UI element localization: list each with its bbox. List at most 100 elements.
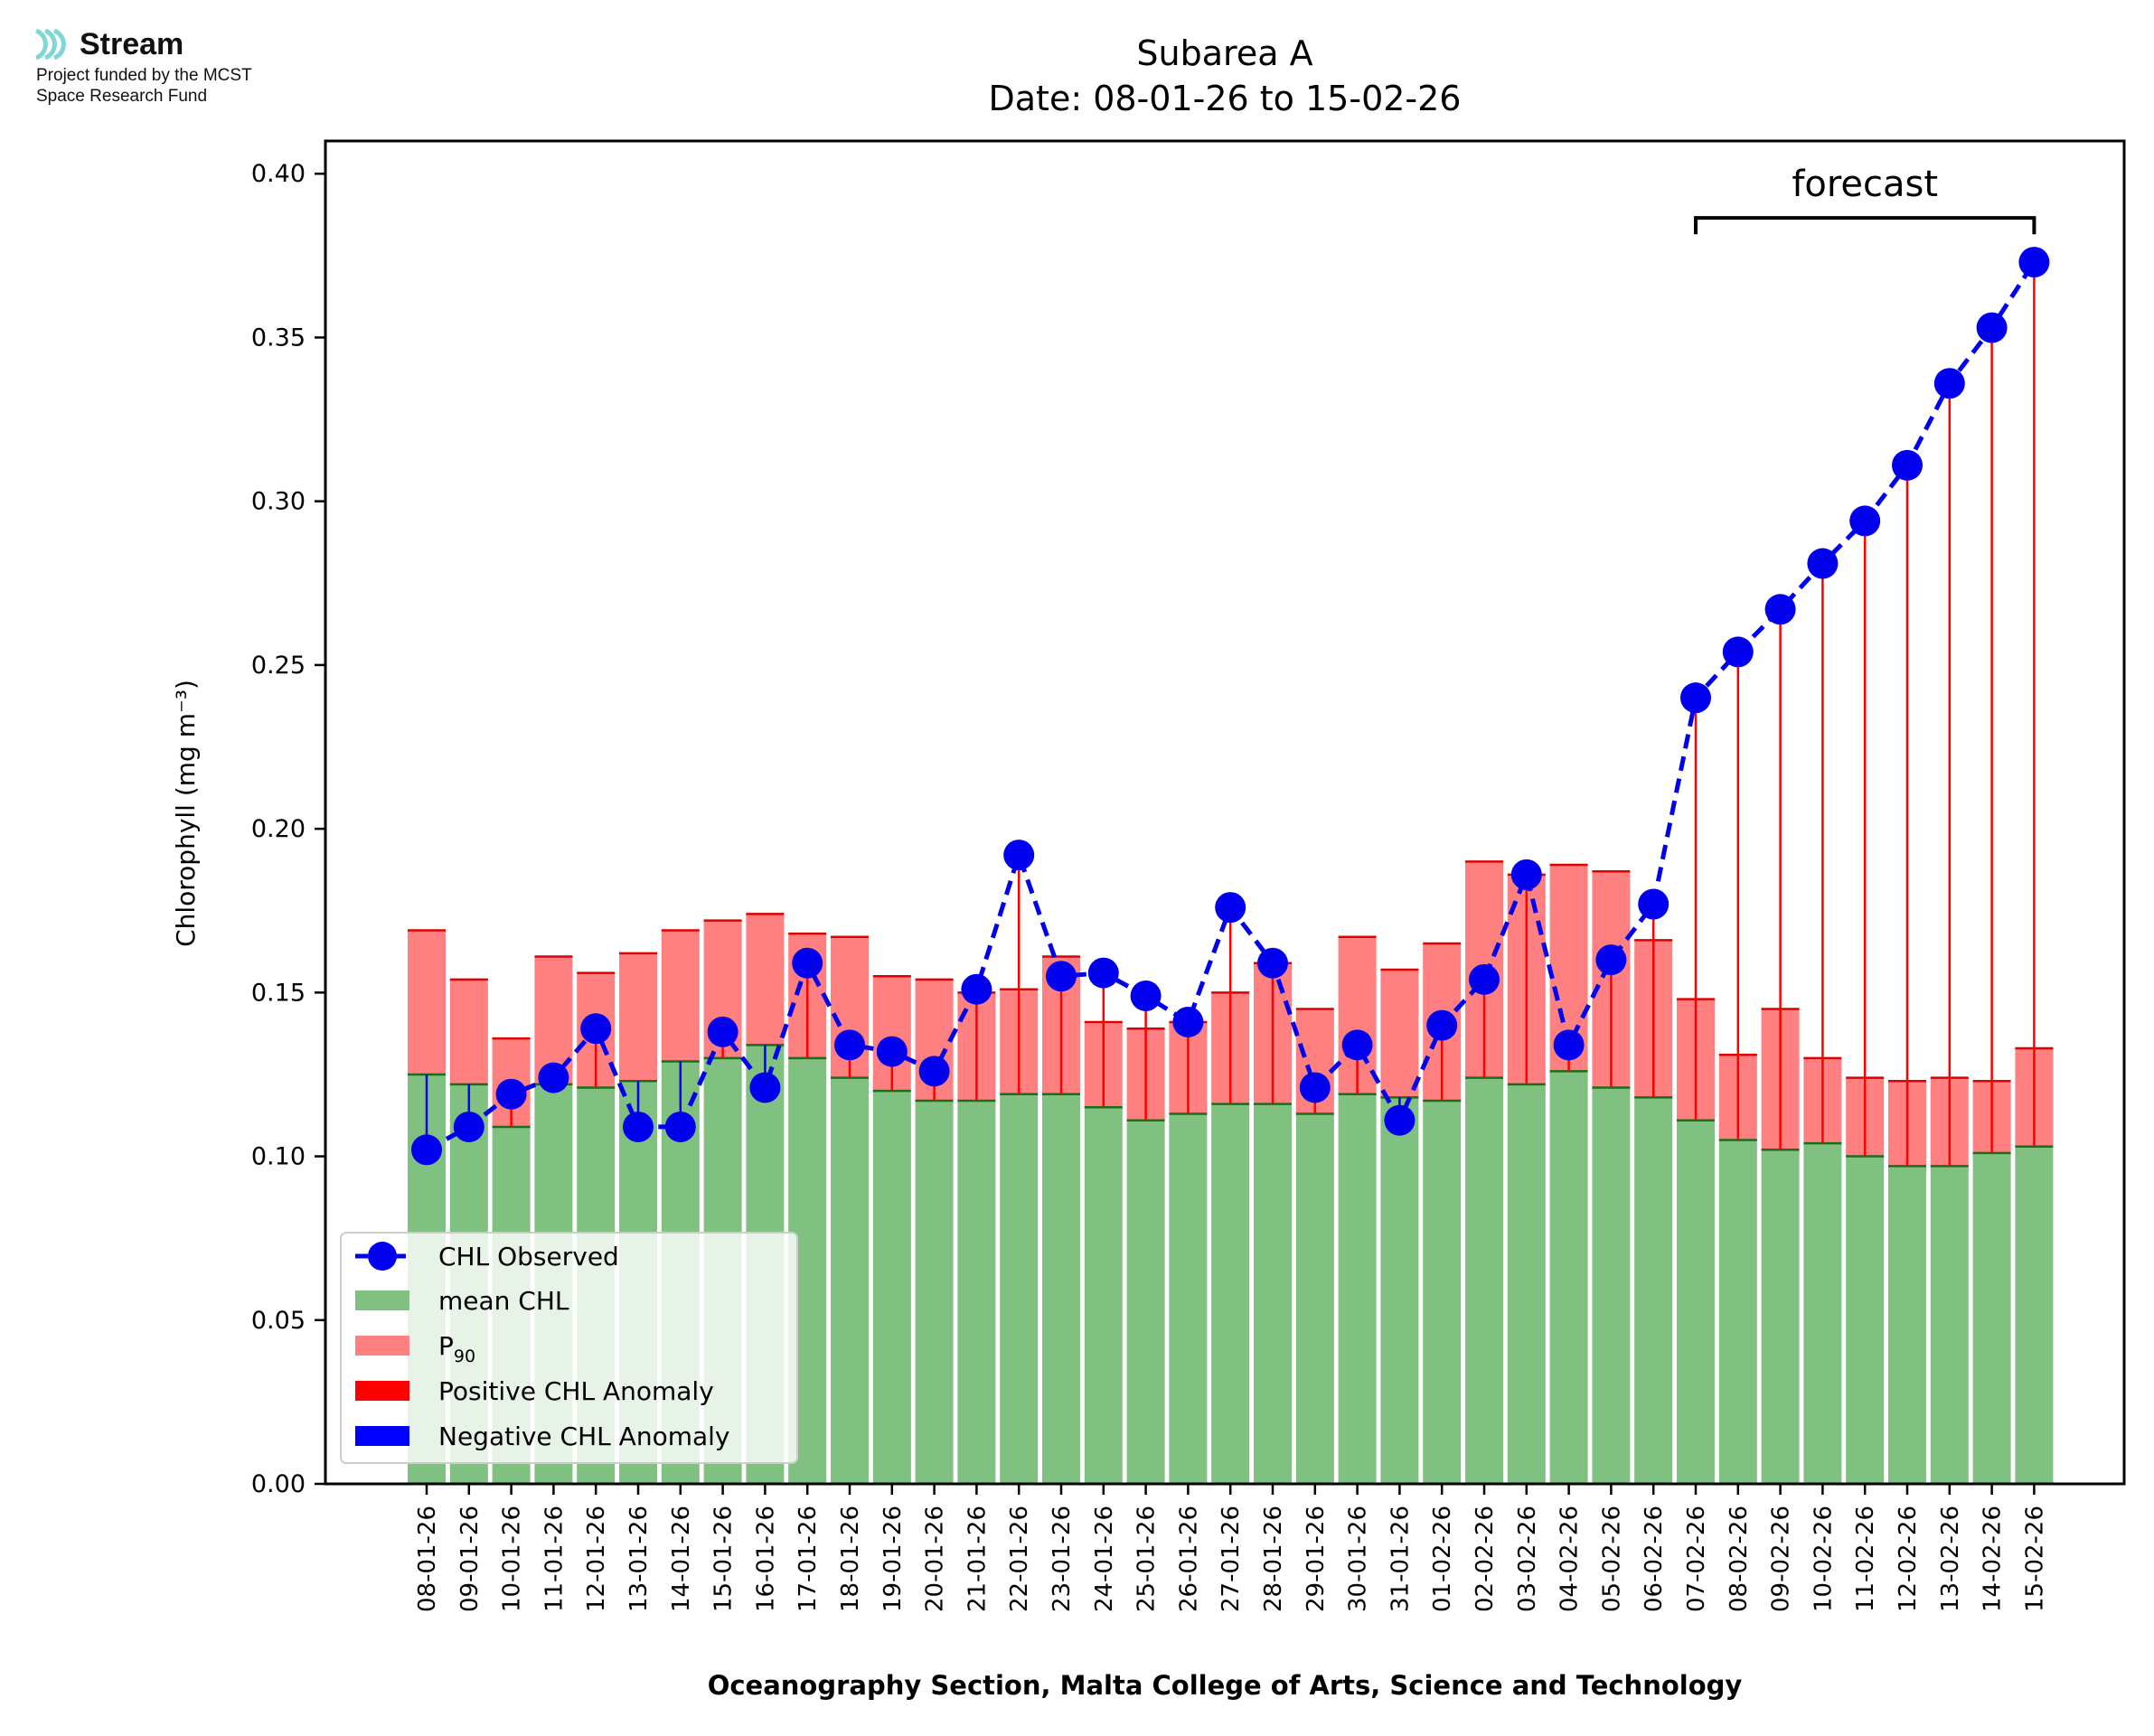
- observed-point-21-01-26: [961, 973, 992, 1005]
- observed-point-14-02-26: [1976, 312, 2008, 343]
- legend-label-positive: Positive CHL Anomaly: [438, 1376, 714, 1406]
- legend-swatch-mean: [355, 1290, 409, 1310]
- chart-subtitle: Date: 08-01-26 to 15-02-26: [989, 79, 1462, 118]
- y-tick-label-0.00: 0.00: [251, 1470, 306, 1498]
- x-tick-label-24-01-26: 24-01-26: [1091, 1506, 1118, 1612]
- observed-point-12-01-26: [580, 1013, 612, 1045]
- x-tick-label-13-01-26: 13-01-26: [626, 1506, 653, 1612]
- plot-frame: [324, 139, 2126, 1486]
- observed-point-10-01-26: [495, 1078, 527, 1110]
- observed-point-01-02-26: [1426, 1009, 1458, 1041]
- chart-title: Subarea A: [1136, 33, 1312, 73]
- legend-label-p90: P90: [438, 1331, 475, 1366]
- mean-bar-05-02-26: [1592, 1087, 1631, 1484]
- legend-label-negative: Negative CHL Anomaly: [438, 1422, 729, 1451]
- observed-point-17-01-26: [792, 947, 823, 979]
- observed-point-09-02-26: [1764, 594, 1796, 625]
- x-tick-label-05-02-26: 05-02-26: [1598, 1506, 1625, 1612]
- observed-point-07-02-26: [1680, 682, 1711, 714]
- mean-bar-09-02-26: [1761, 1150, 1800, 1484]
- x-tick-label-29-01-26: 29-01-26: [1303, 1506, 1330, 1612]
- observed-point-26-01-26: [1172, 1006, 1204, 1037]
- x-tick-label-14-01-26: 14-01-26: [668, 1506, 695, 1612]
- observed-point-29-01-26: [1299, 1072, 1331, 1103]
- x-tick-label-15-01-26: 15-01-26: [710, 1506, 738, 1612]
- legend-swatch-p90: [355, 1336, 409, 1356]
- x-tick-label-26-01-26: 26-01-26: [1175, 1506, 1202, 1612]
- observed-point-19-01-26: [876, 1036, 908, 1067]
- observed-point-30-01-26: [1341, 1029, 1373, 1061]
- x-tick-label-14-02-26: 14-02-26: [1980, 1506, 2007, 1612]
- p90-bar-08-01-26: [408, 930, 446, 1074]
- observed-point-15-02-26: [2018, 247, 2050, 278]
- observed-point-16-01-26: [749, 1072, 781, 1103]
- x-tick-label-20-01-26: 20-01-26: [922, 1506, 949, 1612]
- x-tick-label-09-02-26: 09-02-26: [1768, 1506, 1795, 1612]
- x-tick-label-02-02-26: 02-02-26: [1472, 1506, 1499, 1612]
- x-tick-label-01-02-26: 01-02-26: [1429, 1506, 1456, 1612]
- mean-bar-26-01-26: [1169, 1113, 1208, 1484]
- mean-bar-18-01-26: [831, 1077, 869, 1484]
- x-tick-label-10-02-26: 10-02-26: [1810, 1506, 1837, 1612]
- mean-bar-24-01-26: [1084, 1107, 1123, 1484]
- observed-point-13-01-26: [623, 1111, 654, 1142]
- mean-bar-20-01-26: [915, 1100, 954, 1484]
- logo-funding-text: Project funded by the MCST Space Researc…: [36, 65, 252, 107]
- observed-point-14-01-26: [664, 1111, 696, 1142]
- legend-label-mean: mean CHL: [438, 1286, 569, 1316]
- p90-bar-09-01-26: [449, 979, 488, 1084]
- observed-point-13-02-26: [1933, 368, 1965, 399]
- mean-bar-12-02-26: [1888, 1166, 1926, 1484]
- mean-bar-03-02-26: [1507, 1084, 1546, 1484]
- legend-swatch-negative: [355, 1426, 409, 1446]
- mean-bar-15-02-26: [2015, 1146, 2054, 1484]
- legend-label-p90-subscript: 90: [454, 1347, 475, 1366]
- observed-point-12-02-26: [1892, 449, 1923, 481]
- mean-bar-02-02-26: [1465, 1077, 1503, 1484]
- mean-bar-30-01-26: [1338, 1093, 1377, 1484]
- x-tick-label-21-01-26: 21-01-26: [964, 1506, 991, 1612]
- logo-funding-line1: Project funded by the MCST: [36, 66, 252, 85]
- x-tick-label-16-01-26: 16-01-26: [752, 1506, 779, 1612]
- x-tick-label-31-01-26: 31-01-26: [1387, 1506, 1414, 1612]
- observed-point-02-02-26: [1469, 963, 1500, 995]
- x-tick-label-18-01-26: 18-01-26: [837, 1506, 864, 1612]
- y-tick-label-0.20: 0.20: [251, 815, 306, 843]
- observed-point-22-01-26: [1003, 840, 1035, 871]
- mean-bar-11-02-26: [1846, 1156, 1885, 1484]
- x-tick-label-19-01-26: 19-01-26: [879, 1506, 907, 1612]
- x-tick-label-17-01-26: 17-01-26: [795, 1506, 822, 1612]
- mean-bar-07-02-26: [1677, 1120, 1715, 1484]
- observed-point-24-01-26: [1087, 957, 1119, 989]
- observed-point-23-01-26: [1046, 961, 1077, 992]
- observed-point-09-01-26: [453, 1111, 484, 1142]
- mean-bar-25-01-26: [1126, 1120, 1165, 1484]
- y-tick-label-0.25: 0.25: [251, 652, 306, 680]
- x-tick-label-12-01-26: 12-01-26: [583, 1506, 610, 1612]
- x-tick-label-10-01-26: 10-01-26: [499, 1506, 526, 1612]
- observed-point-28-01-26: [1257, 947, 1288, 979]
- legend-label-p90-main: P: [438, 1331, 454, 1361]
- y-tick-label-0.40: 0.40: [251, 160, 306, 188]
- observed-point-11-01-26: [538, 1062, 569, 1093]
- forecast-annotation: forecast: [1694, 164, 2036, 235]
- observed-point-05-02-26: [1595, 944, 1627, 976]
- observed-line-layer: [411, 247, 2050, 1166]
- forecast-bracket: [1694, 216, 2036, 235]
- x-tick-label-11-02-26: 11-02-26: [1852, 1506, 1879, 1612]
- legend-label-observed: CHL Observed: [438, 1242, 619, 1272]
- x-tick-label-06-02-26: 06-02-26: [1641, 1506, 1668, 1612]
- mean-bar-28-01-26: [1254, 1103, 1292, 1484]
- forecast-label: forecast: [1792, 164, 1938, 205]
- x-tick-label-27-01-26: 27-01-26: [1218, 1506, 1245, 1612]
- mean-bar-23-01-26: [1042, 1093, 1080, 1484]
- stream-logo: Stream Project funded by the MCST Space …: [33, 22, 252, 106]
- x-tick-label-08-02-26: 08-02-26: [1726, 1506, 1753, 1612]
- x-tick-label-25-01-26: 25-01-26: [1133, 1506, 1161, 1612]
- mean-bar-31-01-26: [1380, 1097, 1419, 1484]
- observed-point-18-01-26: [834, 1029, 865, 1061]
- legend: CHL Observed mean CHL P90 Positive CHL A…: [340, 1232, 798, 1464]
- observed-point-27-01-26: [1215, 892, 1246, 924]
- y-tick-label-0.10: 0.10: [251, 1143, 306, 1171]
